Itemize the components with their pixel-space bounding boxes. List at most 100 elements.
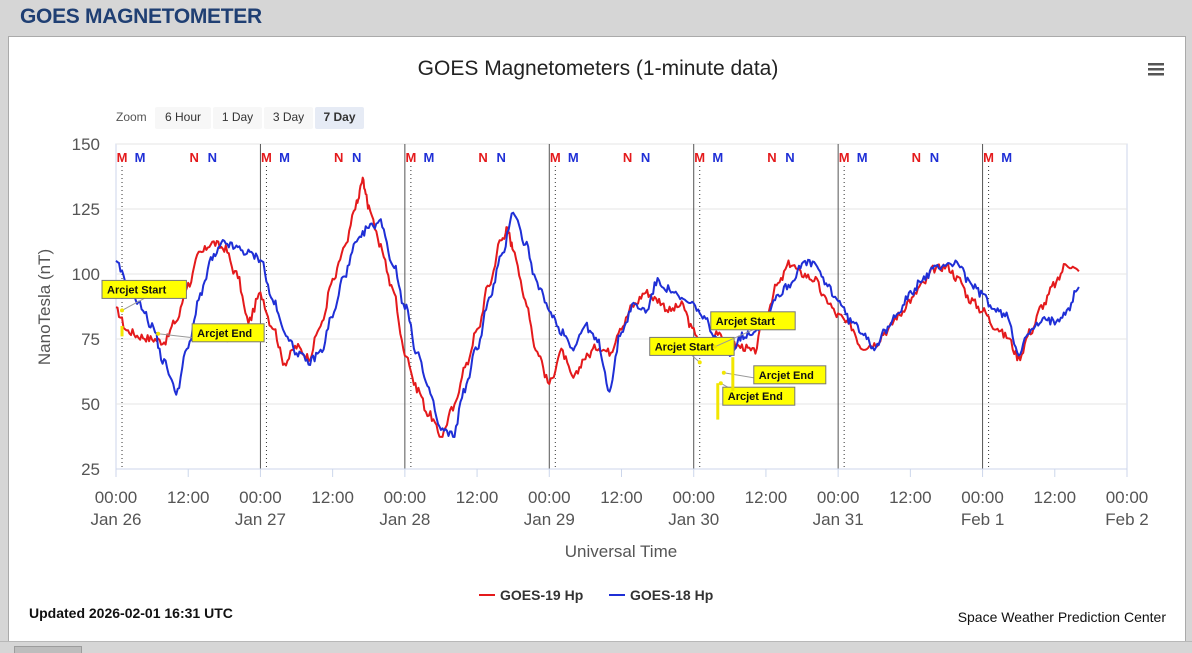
updated-timestamp: Updated 2026-02-01 16:31 UTC xyxy=(29,605,233,621)
marker-label: N xyxy=(496,150,505,165)
zoom-button-1-day[interactable]: 1 Day xyxy=(213,107,262,129)
x-tick-time-label: 12:00 xyxy=(167,488,210,507)
marker-label: N xyxy=(208,150,217,165)
x-tick-time-label: 00:00 xyxy=(961,488,1004,507)
arcjet-connector xyxy=(714,329,754,348)
y-tick-label: 125 xyxy=(72,200,100,219)
marker-label: M xyxy=(857,150,868,165)
x-tick-time-label: 00:00 xyxy=(817,488,860,507)
hamburger-menu-icon xyxy=(1148,63,1164,76)
zoom-button-3-day[interactable]: 3 Day xyxy=(264,107,313,129)
zoom-button-label: 6 Hour xyxy=(165,110,201,124)
marker-label: N xyxy=(334,150,343,165)
series-line xyxy=(115,211,1080,438)
x-tick-time-label: 12:00 xyxy=(600,488,643,507)
marker-label: M xyxy=(568,150,579,165)
zoom-button-label: 7 Day xyxy=(323,110,355,124)
zoom-button-label: 3 Day xyxy=(273,110,304,124)
x-tick-time-label: 00:00 xyxy=(528,488,571,507)
zoom-button-bg xyxy=(315,107,364,129)
arcjet-connector xyxy=(121,297,145,311)
zoom-button-bg xyxy=(155,107,211,129)
y-tick-label: 75 xyxy=(81,330,100,349)
arcjet-point xyxy=(120,308,125,313)
marker-label: M xyxy=(1001,150,1012,165)
x-tick-time-label: 00:00 xyxy=(384,488,427,507)
marker-label: M xyxy=(550,150,561,165)
zoom-button-bg xyxy=(213,107,262,129)
marker-label: N xyxy=(785,150,794,165)
arcjet-label: Arcjet Start xyxy=(655,341,715,353)
x-tick-time-label: 12:00 xyxy=(456,488,499,507)
marker-label: N xyxy=(930,150,939,165)
credit-text: Space Weather Prediction Center xyxy=(958,609,1167,625)
y-tick-label: 150 xyxy=(72,135,100,154)
x-tick-date-label: Feb 2 xyxy=(1105,510,1148,529)
day-boundary-lines xyxy=(259,144,984,469)
arcjet-label-box xyxy=(191,323,265,343)
marker-label: M xyxy=(117,150,128,165)
zoom-label: Zoom xyxy=(116,110,147,124)
zoom-button-label: 1 Day xyxy=(222,110,253,124)
marker-label: M xyxy=(712,150,723,165)
page-heading: GOES MAGNETOMETER xyxy=(20,5,262,28)
zoom-button-6-hour[interactable]: 6 Hour xyxy=(155,107,211,129)
zoom-button-7-day[interactable]: 7 Day xyxy=(315,107,364,129)
arcjet-point xyxy=(712,344,717,349)
x-tick-date-label: Jan 26 xyxy=(90,510,141,529)
arcjet-point xyxy=(718,381,723,386)
arcjet-point xyxy=(697,360,702,365)
x-tick-time-label: 12:00 xyxy=(745,488,788,507)
x-tick-date-label: Jan 27 xyxy=(235,510,286,529)
arcjet-label-box xyxy=(710,311,796,331)
arcjet-point xyxy=(721,370,726,375)
marker-label: N xyxy=(478,150,487,165)
marker-label: M xyxy=(405,150,416,165)
x-tick-date-label: Jan 28 xyxy=(379,510,430,529)
x-tick-time-label: 00:00 xyxy=(239,488,282,507)
x-tick-date-label: Jan 31 xyxy=(813,510,864,529)
x-axis-label: Universal Time xyxy=(565,542,677,561)
legend-item[interactable]: GOES-18 Hp xyxy=(609,587,713,603)
x-tick-time-label: 00:00 xyxy=(95,488,138,507)
legend-label: GOES-18 Hp xyxy=(630,587,713,603)
arcjet-label-box xyxy=(753,365,827,385)
marker-label: N xyxy=(641,150,650,165)
x-tick-time-label: 00:00 xyxy=(672,488,715,507)
marker-label: N xyxy=(767,150,776,165)
x-tick-time-label: 12:00 xyxy=(1034,488,1077,507)
arcjet-label-box xyxy=(101,279,187,299)
y-tick-label: 50 xyxy=(81,395,100,414)
legend-label: GOES-19 Hp xyxy=(500,587,583,603)
x-tick-time-label: 00:00 xyxy=(1106,488,1149,507)
marker-label: M xyxy=(983,150,994,165)
arcjet-label-box xyxy=(722,386,796,406)
chart-menu-button[interactable] xyxy=(1147,63,1165,77)
plot-background xyxy=(115,143,1128,470)
y-axis-label: NanoTesla (nT) xyxy=(35,249,54,365)
y-tick-label: 100 xyxy=(72,265,100,284)
arcjet-annotations: Arcjet Start Arcjet End Arcjet Start Arcjet… xyxy=(101,279,827,420)
zoom-controls: 6 Hour 1 Day 3 Day 7 Day xyxy=(155,107,364,129)
series-goes18 xyxy=(115,211,1080,438)
marker-label: M xyxy=(261,150,272,165)
y-axis: 150 125 100 75 50 25 xyxy=(72,135,100,479)
marker-label: M xyxy=(135,150,146,165)
x-tick-date-label: Jan 30 xyxy=(668,510,719,529)
legend: GOES-19 Hp GOES-18 Hp xyxy=(479,587,713,603)
marker-label: M xyxy=(694,150,705,165)
marker-label: M xyxy=(279,150,290,165)
arcjet-point xyxy=(156,331,161,336)
marker-label: M xyxy=(424,150,435,165)
marker-label: N xyxy=(912,150,921,165)
x-tick-date-label: Feb 1 xyxy=(961,510,1004,529)
chart-title: GOES Magnetometers (1-minute data) xyxy=(418,57,779,80)
chart-panel: GOES Magnetometers (1-minute data) Zoom … xyxy=(8,36,1186,643)
marker-label: N xyxy=(352,150,361,165)
marker-label: M xyxy=(839,150,850,165)
marker-label: N xyxy=(190,150,199,165)
arcjet-label: Arcjet End xyxy=(197,328,252,340)
magnetometer-chart: GOES Magnetometers (1-minute data) Zoom … xyxy=(29,57,1167,625)
legend-item[interactable]: GOES-19 Hp xyxy=(479,587,583,603)
